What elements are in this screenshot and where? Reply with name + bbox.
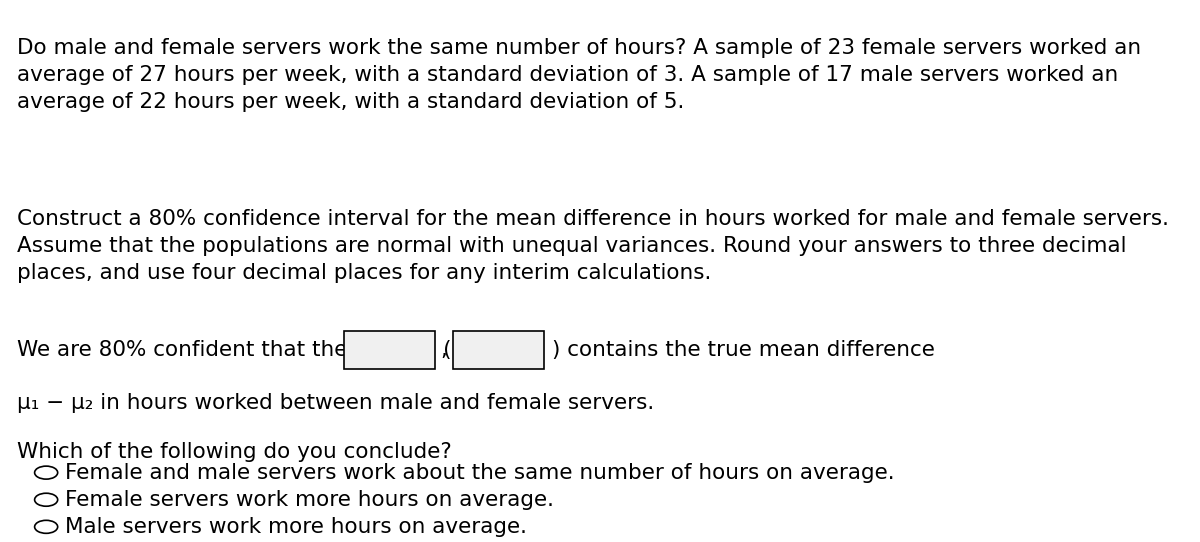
- Text: ,: ,: [440, 340, 448, 359]
- FancyBboxPatch shape: [452, 331, 544, 369]
- Text: ) contains the true mean difference: ) contains the true mean difference: [552, 340, 935, 359]
- Text: Construct a 80% confidence interval for the mean difference in hours worked for : Construct a 80% confidence interval for …: [17, 209, 1169, 283]
- Text: μ₁ − μ₂ in hours worked between male and female servers.: μ₁ − μ₂ in hours worked between male and…: [17, 393, 654, 412]
- Text: Which of the following do you conclude?: Which of the following do you conclude?: [17, 442, 452, 462]
- Text: We are 80% confident that the interval (: We are 80% confident that the interval (: [17, 340, 452, 359]
- Text: Female and male servers work about the same number of hours on average.: Female and male servers work about the s…: [65, 463, 895, 482]
- Text: Female servers work more hours on average.: Female servers work more hours on averag…: [65, 490, 554, 509]
- Text: Male servers work more hours on average.: Male servers work more hours on average.: [65, 517, 527, 537]
- FancyBboxPatch shape: [344, 331, 436, 369]
- Text: Do male and female servers work the same number of hours? A sample of 23 female : Do male and female servers work the same…: [17, 38, 1141, 112]
